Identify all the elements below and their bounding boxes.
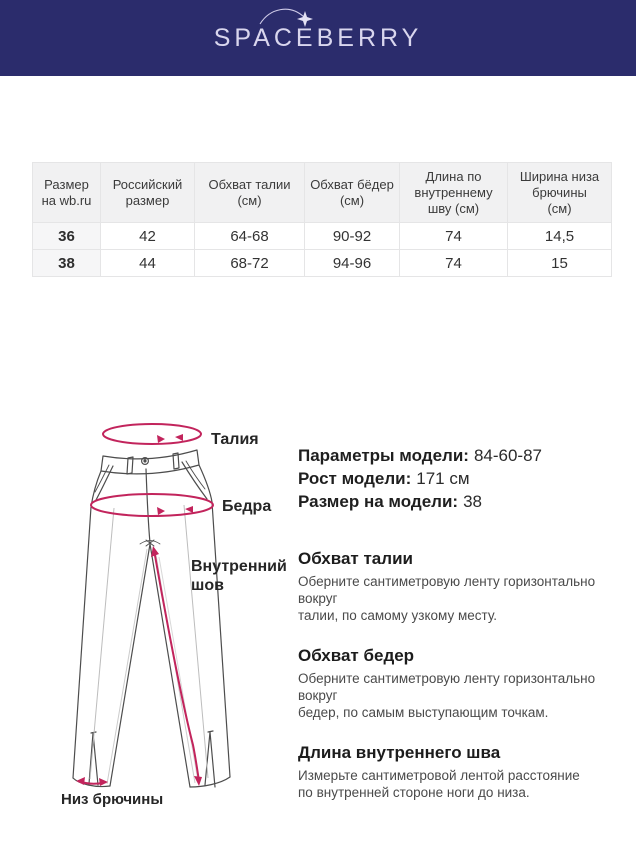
cell-inseam: 74 [399, 249, 508, 277]
guide-inseam-title: Длина внутреннего шва [298, 743, 501, 762]
guide-section-waist: Обхват талии Оберните сантиметровую лент… [298, 548, 630, 624]
col-header-ru-size: Российский размер [100, 162, 195, 223]
cell-waist: 64-68 [194, 222, 305, 250]
cell-hips: 90-92 [304, 222, 400, 250]
model-params-label: Параметры модели: [298, 446, 469, 465]
col-header-wb-size: Размер на wb.ru [32, 162, 101, 223]
col-header-inseam: Длина по внутреннему шву (см) [399, 162, 508, 223]
cell-hips: 94-96 [304, 249, 400, 277]
model-height-value: 171 см [416, 469, 470, 488]
cell-hem-width: 14,5 [507, 222, 612, 250]
hips-label: Бедра [222, 498, 272, 515]
guide-section-hips: Обхват бедер Оберните сантиметровую лент… [298, 645, 630, 721]
cell-hem-width: 15 [507, 249, 612, 277]
shooting-star-icon [259, 8, 313, 27]
col-header-waist: Обхват талии (см) [194, 162, 305, 223]
cell-wb-size: 36 [32, 222, 101, 250]
model-size-line: Размер на модели: 38 [298, 490, 630, 513]
col-header-hips: Обхват бёдер (см) [304, 162, 400, 223]
cell-wb-size: 38 [32, 249, 101, 277]
cell-ru-size: 42 [100, 222, 195, 250]
pants-sketch [72, 423, 231, 788]
model-size-value: 38 [463, 492, 482, 511]
model-params-value: 84-60-87 [473, 446, 543, 465]
table-row: 36 42 64-68 90-92 74 14,5 [32, 222, 612, 250]
cell-waist: 68-72 [194, 249, 305, 277]
guide-hips-text: Оберните сантиметровую ленту горизонталь… [298, 671, 596, 720]
guide-hips-title: Обхват бедер [298, 646, 415, 665]
brand-header: SPACEBERRY [0, 0, 636, 76]
table-row: 38 44 68-72 94-96 74 15 [32, 249, 612, 277]
model-height-line: Рост модели: 171 см [298, 467, 630, 490]
pants-measurement-diagram: Талия Бедра Внутренний шов Низ брючины [55, 415, 300, 820]
size-table-header-row: Размер на wb.ru Российский размер Обхват… [32, 162, 612, 223]
model-size-label: Размер на модели: [298, 492, 459, 511]
guide-inseam-text: Измерьте сантиметровой лентой расстояние… [298, 768, 580, 800]
waist-label: Талия [211, 431, 259, 448]
hem-label: Низ брючины [61, 791, 164, 808]
guide-waist-title: Обхват талии [298, 549, 413, 568]
measurement-info-column: Параметры модели: 84-60-87 Рост модели: 17… [298, 444, 630, 801]
size-table: Размер на wb.ru Российский размер Обхват… [32, 162, 612, 277]
cell-ru-size: 44 [100, 249, 195, 277]
col-header-hem-width: Ширина низа брючины (см) [507, 162, 612, 223]
guide-section-inseam: Длина внутреннего шва Измерьте сантиметр… [298, 742, 630, 801]
brand-logo: SPACEBERRY [213, 23, 423, 52]
model-params-line: Параметры модели: 84-60-87 [298, 444, 630, 467]
inseam-label: Внутренний шов [191, 558, 287, 594]
guide-waist-text: Оберните сантиметровую ленту горизонталь… [298, 574, 596, 623]
cell-inseam: 74 [399, 222, 508, 250]
model-height-label: Рост модели: [298, 469, 412, 488]
